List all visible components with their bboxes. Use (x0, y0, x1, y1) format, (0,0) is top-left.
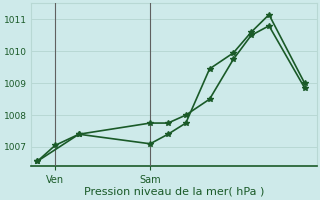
X-axis label: Pression niveau de la mer( hPa ): Pression niveau de la mer( hPa ) (84, 187, 264, 197)
